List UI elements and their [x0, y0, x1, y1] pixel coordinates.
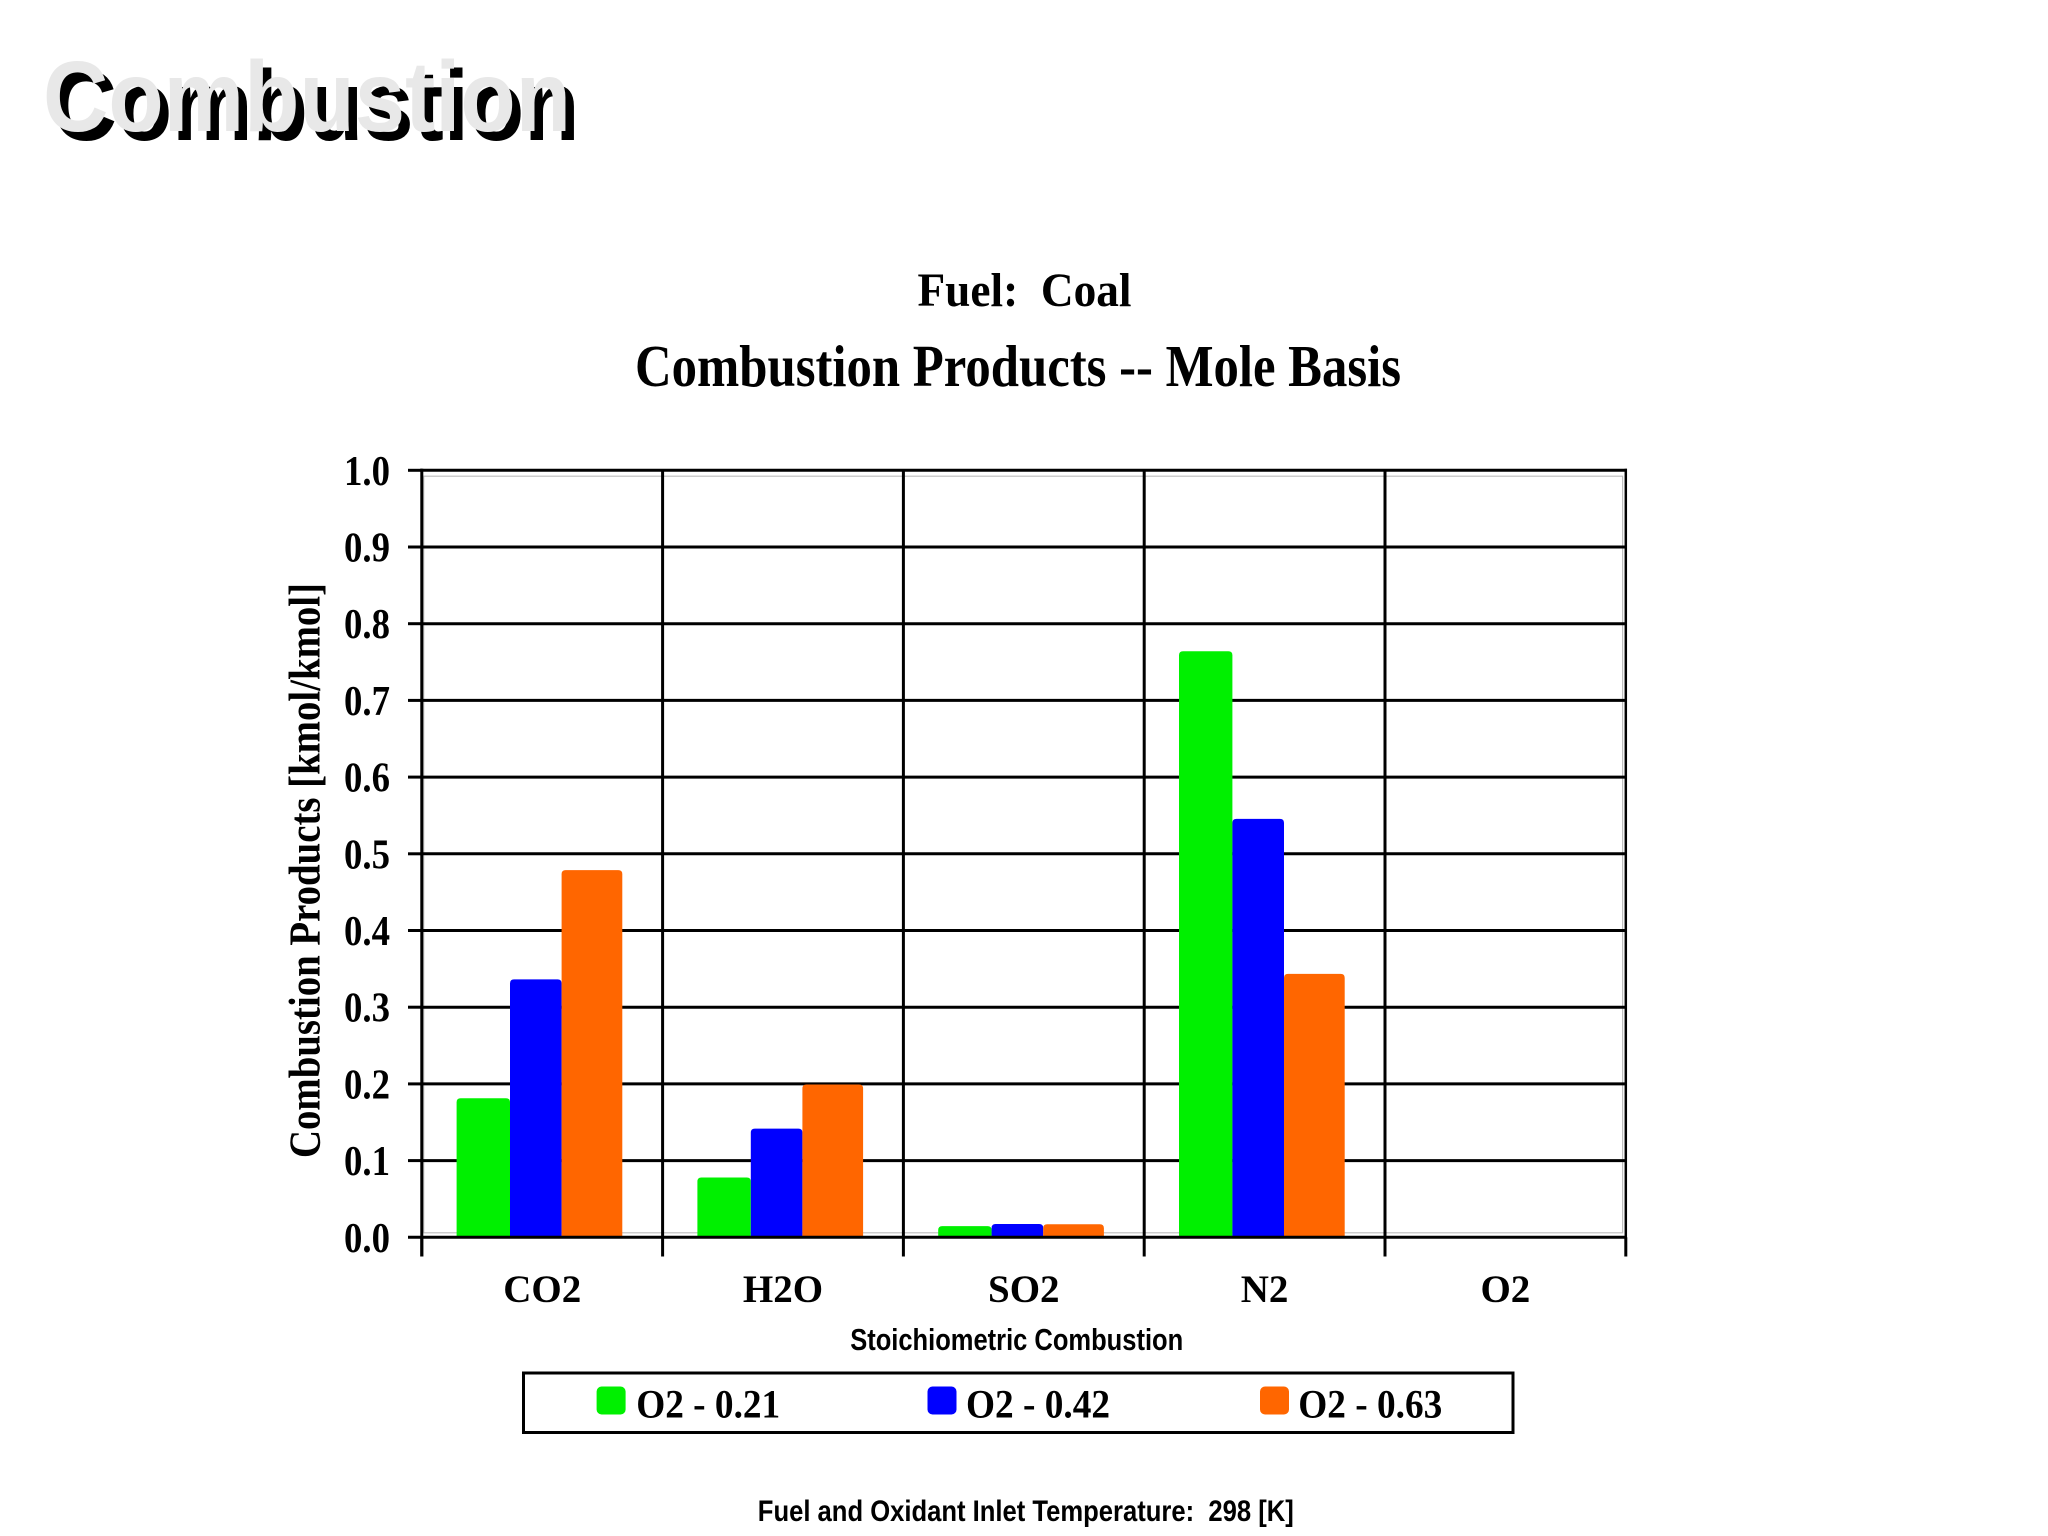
svg-text:SO2: SO2	[988, 1268, 1060, 1311]
svg-text:0.6: 0.6	[344, 756, 390, 802]
svg-text:0.3: 0.3	[344, 986, 390, 1032]
svg-text:Combustion: Combustion	[43, 41, 571, 153]
svg-text:0.9: 0.9	[344, 526, 390, 572]
svg-text:CO2: CO2	[503, 1268, 581, 1311]
svg-text:Stoichiometric Combustion: Stoichiometric Combustion	[850, 1322, 1183, 1357]
svg-text:0.2: 0.2	[344, 1062, 390, 1108]
svg-text:O2 - 0.21: O2 - 0.21	[636, 1381, 780, 1426]
svg-text:1.0: 1.0	[344, 449, 390, 495]
svg-text:0.5: 0.5	[344, 832, 390, 878]
svg-text:0.1: 0.1	[344, 1139, 390, 1185]
svg-text:Combustion Products [kmol/kmol: Combustion Products [kmol/kmol]	[281, 583, 330, 1158]
svg-text:O2 - 0.63: O2 - 0.63	[1298, 1381, 1442, 1426]
svg-text:O2 - 0.42: O2 - 0.42	[966, 1381, 1110, 1426]
svg-text:O2: O2	[1480, 1268, 1530, 1311]
svg-text:Combustion: Combustion	[52, 50, 580, 162]
svg-text:0.8: 0.8	[344, 602, 390, 648]
svg-text:Fuel and Oxidant Inlet Tempera: Fuel and Oxidant Inlet Temperature: 298 …	[758, 1495, 1294, 1528]
svg-text:H2O: H2O	[743, 1268, 823, 1311]
svg-text:0.4: 0.4	[344, 909, 390, 955]
svg-text:0.7: 0.7	[344, 679, 390, 725]
svg-text:0.0: 0.0	[344, 1216, 390, 1262]
svg-text:N2: N2	[1241, 1268, 1289, 1311]
svg-text:Combustion Products -- Mole Ba: Combustion Products -- Mole Basis	[635, 333, 1401, 399]
svg-text:Fuel: Coal: Fuel: Coal	[918, 264, 1132, 317]
